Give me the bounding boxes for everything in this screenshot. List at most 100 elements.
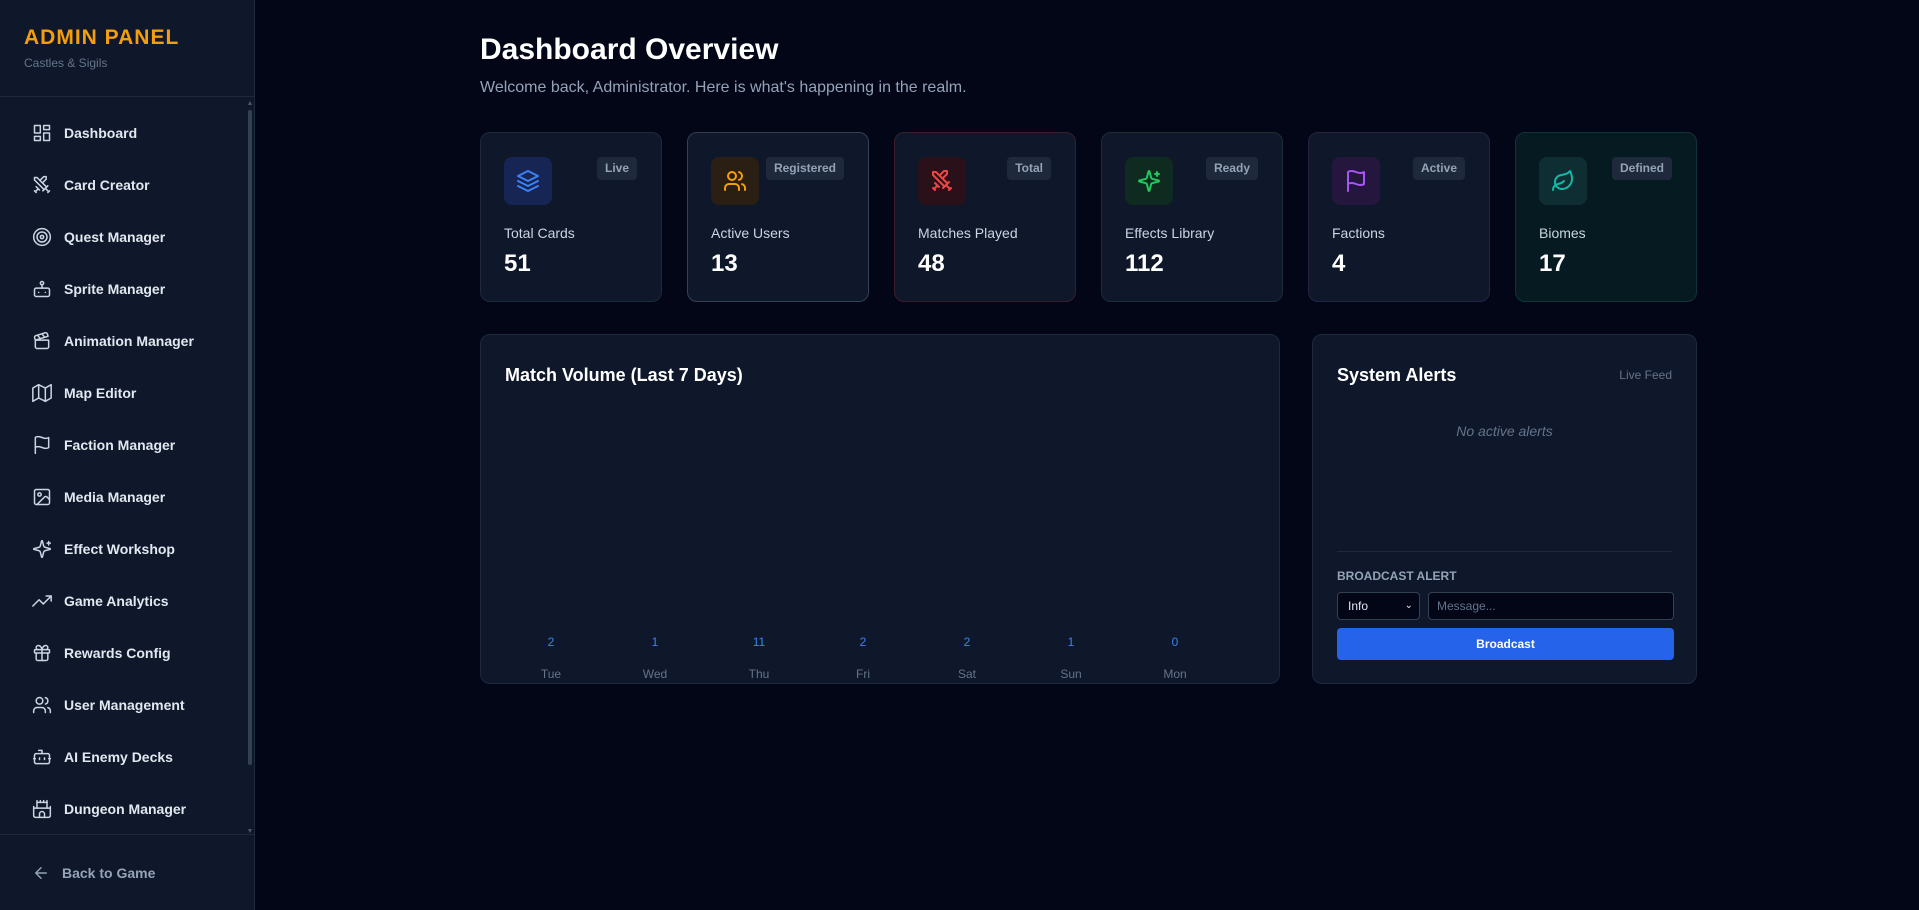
stat-value: 17	[1539, 250, 1566, 277]
sidebar-scrollbar[interactable]: ▲ ▼	[246, 100, 254, 835]
stat-value: 13	[711, 250, 738, 277]
stat-value: 51	[504, 250, 531, 277]
image-icon	[33, 488, 51, 506]
sidebar-item-label: Card Creator	[64, 177, 150, 193]
layers-icon	[517, 170, 539, 192]
sidebar-item-label: Animation Manager	[64, 333, 194, 349]
status-badge: Registered	[765, 157, 844, 180]
sidebar-item-label: Media Manager	[64, 489, 166, 505]
stat-label: Total Cards	[504, 225, 575, 241]
stat-label: Matches Played	[918, 225, 1018, 241]
live-feed-label: Live Feed	[1619, 368, 1672, 382]
stat-card-biomes: Defined Biomes 17	[1515, 132, 1697, 302]
status-badge: Active	[1412, 157, 1465, 180]
bar-value-label: 11	[752, 635, 766, 649]
bar-group-sun: 1 Sun	[1041, 635, 1101, 681]
scroll-up-arrow-icon[interactable]: ▲	[246, 100, 254, 107]
gift-icon	[33, 644, 51, 662]
scroll-down-arrow-icon[interactable]: ▼	[246, 828, 254, 835]
stat-icon-box	[1332, 157, 1380, 205]
sidebar: ADMIN PANEL Castles & Sigils Dashboard Ca…	[0, 0, 255, 910]
flag-icon	[34, 435, 50, 455]
system-alerts-panel: System Alerts Live Feed No active alerts…	[1312, 334, 1697, 684]
sidebar-item-label: Faction Manager	[64, 437, 176, 453]
sidebar-item-sprite-manager[interactable]: Sprite Manager	[0, 263, 245, 315]
users-icon	[32, 696, 52, 714]
sidebar-item-label: AI Enemy Decks	[64, 749, 173, 765]
leaf-icon	[1552, 170, 1573, 191]
sidebar-item-faction-manager[interactable]: Faction Manager	[0, 419, 245, 471]
sidebar-item-dashboard[interactable]: Dashboard	[0, 107, 245, 159]
sidebar-nav: Dashboard Card Creator Quest Manager Sprite…	[0, 107, 245, 833]
sidebar-item-label: User Management	[64, 697, 185, 713]
sidebar-item-label: Sprite Manager	[64, 281, 166, 297]
bar-chart: 2 Tue 1 Wed 11 Thu 2 Fri 2 Sat 1 Sun 0 Mon	[505, 635, 1231, 681]
match-volume-panel: Match Volume (Last 7 Days) 2 Tue 1 Wed 11 Thu…	[480, 334, 1280, 684]
sidebar-item-effect-workshop[interactable]: Effect Workshop	[0, 523, 245, 575]
stat-label: Factions	[1332, 225, 1385, 241]
stat-value: 48	[918, 250, 945, 277]
users-icon	[724, 171, 746, 191]
chevron-down-icon: ⌄	[1404, 600, 1413, 611]
sidebar-item-game-analytics[interactable]: Game Analytics	[0, 575, 245, 627]
status-badge: Ready	[1205, 157, 1258, 180]
sidebar-item-label: Dashboard	[64, 125, 138, 141]
brand-title: ADMIN PANEL	[24, 26, 180, 49]
bar-value-label: 1	[651, 635, 659, 649]
brand: ADMIN PANEL Castles & Sigils	[0, 0, 254, 97]
status-badge: Live	[596, 157, 637, 180]
x-tick-label: Sun	[1060, 667, 1082, 681]
back-to-game-label: Back to Game	[62, 864, 156, 881]
broadcast-alert-label: BROADCAST ALERT	[1337, 569, 1457, 583]
bar-value-label: 1	[1067, 635, 1075, 649]
scrollbar-thumb[interactable]	[248, 110, 252, 765]
stat-label: Active Users	[711, 225, 790, 241]
stats-row: Live Total Cards 51 Registered Active Users 1…	[480, 132, 1697, 302]
map-icon	[32, 383, 52, 403]
sidebar-item-animation-manager[interactable]: Animation Manager	[0, 315, 245, 367]
sidebar-item-media-manager[interactable]: Media Manager	[0, 471, 245, 523]
sidebar-item-ai-enemy-decks[interactable]: AI Enemy Decks	[0, 731, 245, 783]
sidebar-item-label: Map Editor	[64, 385, 137, 401]
x-tick-label: Mon	[1163, 667, 1187, 681]
x-tick-label: Fri	[856, 667, 870, 681]
sidebar-item-map-editor[interactable]: Map Editor	[0, 367, 245, 419]
stat-value: 112	[1125, 250, 1164, 277]
stat-label: Effects Library	[1125, 225, 1215, 241]
clapperboard-icon	[33, 331, 50, 350]
stat-icon-box	[1539, 157, 1587, 205]
sidebar-item-rewards-config[interactable]: Rewards Config	[0, 627, 245, 679]
stat-value: 4	[1332, 250, 1346, 277]
stat-card-matches-played: Total Matches Played 48	[894, 132, 1076, 302]
x-tick-label: Thu	[748, 667, 770, 681]
sparkles-icon	[32, 539, 52, 559]
swords-icon	[33, 175, 51, 194]
flag-icon	[1347, 170, 1365, 192]
sidebar-item-card-creator[interactable]: Card Creator	[0, 159, 245, 211]
sidebar-item-quest-manager[interactable]: Quest Manager	[0, 211, 245, 263]
bar-value-label: 2	[963, 635, 971, 649]
back-to-game-link[interactable]: Back to Game	[0, 834, 254, 910]
broadcast-button[interactable]: Broadcast	[1337, 628, 1674, 660]
stat-card-effects-library: Ready Effects Library 112	[1101, 132, 1283, 302]
alerts-title: System Alerts	[1337, 365, 1457, 385]
bar-group-fri: 2 Fri	[833, 635, 893, 681]
bar-value-label: 2	[547, 635, 555, 649]
sidebar-item-user-management[interactable]: User Management	[0, 679, 245, 731]
target-icon	[32, 227, 52, 247]
sidebar-item-label: Game Analytics	[64, 593, 169, 609]
severity-select[interactable]: Info ⌄	[1337, 592, 1420, 620]
x-tick-label: Tue	[540, 667, 562, 681]
bar-group-thu: 11 Thu	[729, 635, 789, 681]
stat-card-factions: Active Factions 4	[1308, 132, 1490, 302]
bar-group-mon: 0 Mon	[1145, 635, 1205, 681]
stat-label: Biomes	[1539, 225, 1586, 241]
stat-icon-box	[504, 157, 552, 205]
stat-card-active-users: Registered Active Users 13	[687, 132, 869, 302]
bar-group-sat: 2 Sat	[937, 635, 997, 681]
empty-alerts-text: No active alerts	[1456, 423, 1553, 439]
page-title: Dashboard Overview	[480, 33, 779, 66]
divider	[1337, 551, 1672, 552]
sidebar-item-dungeon-manager[interactable]: Dungeon Manager	[0, 783, 245, 833]
broadcast-message-input[interactable]	[1428, 592, 1674, 620]
